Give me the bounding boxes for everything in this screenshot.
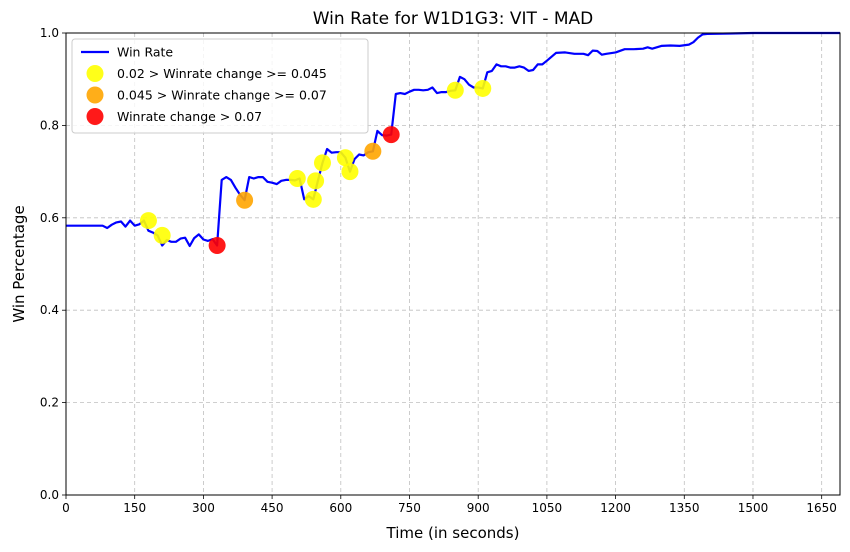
series-line (66, 31, 840, 248)
x-tick-label: 750 (398, 501, 421, 515)
winrate-change-marker (208, 237, 226, 255)
marker-group (139, 79, 492, 255)
x-tick-label: 600 (329, 501, 352, 515)
x-tick-label: 1050 (532, 501, 563, 515)
x-tick-label: 1200 (600, 501, 631, 515)
x-axis-label: Time (in seconds) (386, 524, 520, 542)
winrate-change-marker (153, 226, 171, 244)
legend-label: 0.02 > Winrate change >= 0.045 (117, 66, 327, 81)
y-tick-label: 0.2 (40, 396, 59, 410)
x-tick-label: 1350 (669, 501, 700, 515)
plot-frame (65, 32, 841, 496)
series-group (66, 31, 840, 248)
winrate-change-marker (382, 126, 400, 144)
x-tick-label: 450 (261, 501, 284, 515)
winrate-change-marker (288, 170, 306, 188)
winrate-change-marker (313, 154, 331, 172)
winrate-change-marker (304, 190, 322, 208)
legend: Win Rate 0.02 > Winrate change >= 0.045 0… (71, 38, 369, 134)
winrate-change-marker (474, 79, 492, 97)
y-tick-label: 0.6 (40, 211, 59, 225)
x-tick-label: 0 (62, 501, 70, 515)
x-tick-label: 1500 (738, 501, 769, 515)
winrate-change-marker (364, 142, 382, 160)
y-tick-label: 0.0 (40, 488, 59, 502)
chart-title: Win Rate for W1D1G3: VIT - MAD (313, 9, 594, 29)
winrate-change-marker (139, 212, 157, 230)
x-tick-label: 900 (467, 501, 490, 515)
winrate-change-marker (341, 163, 359, 181)
legend-swatch-marker (86, 86, 104, 104)
legend-swatch-marker (86, 108, 104, 125)
legend-swatch-marker (86, 65, 104, 82)
y-tick-label: 1.0 (40, 26, 59, 40)
legend-label: Winrate change > 0.07 (117, 109, 262, 124)
y-tick-label: 0.4 (40, 303, 59, 317)
axis-ticks: 0 150 300 450 600 750 900 1050 1200 1350 1500 1650 0… (40, 26, 837, 515)
winrate-change-marker (307, 172, 325, 190)
legend-label: Win Rate (117, 45, 173, 60)
winrate-change-marker (336, 149, 354, 167)
x-tick-label: 1650 (806, 501, 837, 515)
winrate-change-marker (446, 81, 464, 99)
y-tick-label: 0.8 (40, 118, 59, 132)
x-tick-label: 300 (192, 501, 215, 515)
legend-label: 0.045 > Winrate change >= 0.07 (117, 88, 327, 103)
y-axis-label: Win Percentage (10, 205, 28, 322)
legend-box (71, 38, 369, 134)
x-tick-label: 150 (123, 501, 146, 515)
winrate-change-marker (236, 191, 254, 209)
